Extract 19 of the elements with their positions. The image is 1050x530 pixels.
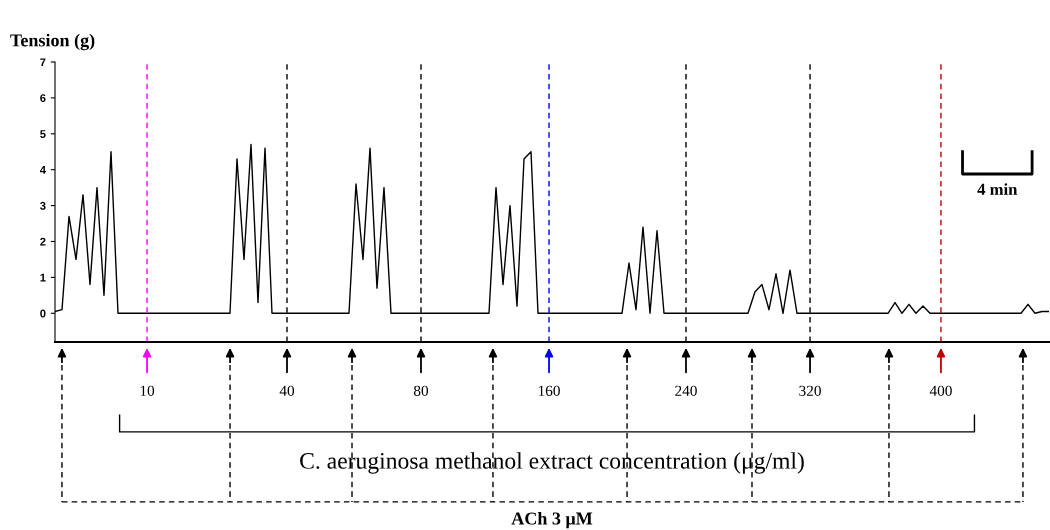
text: 240 [675,385,697,396]
y-tick-label: 0 [40,309,46,318]
text: 320 [799,385,821,396]
text: C. aeruginosa methanol extract concentration (μg/ml) [300,452,804,474]
y-tick-label: 6 [40,94,46,103]
text: ACh 3 μM [511,511,593,529]
y-axis-title: Tension (g) [10,33,95,51]
y-tick-label: 1 [40,273,46,282]
text: 10 [140,385,155,396]
text: 160 [538,385,560,396]
y-tick-label: 4 [39,166,46,174]
y-tick-label: 5 [40,130,46,138]
y-tick-label: 2 [40,237,46,246]
y-tick-label: 7 [40,58,46,67]
text: 400 [929,385,952,396]
annotation: 4 min [977,183,1018,195]
text: 80 [413,385,429,396]
text: 40 [279,385,295,396]
y-tick-label: 3 [40,201,46,210]
